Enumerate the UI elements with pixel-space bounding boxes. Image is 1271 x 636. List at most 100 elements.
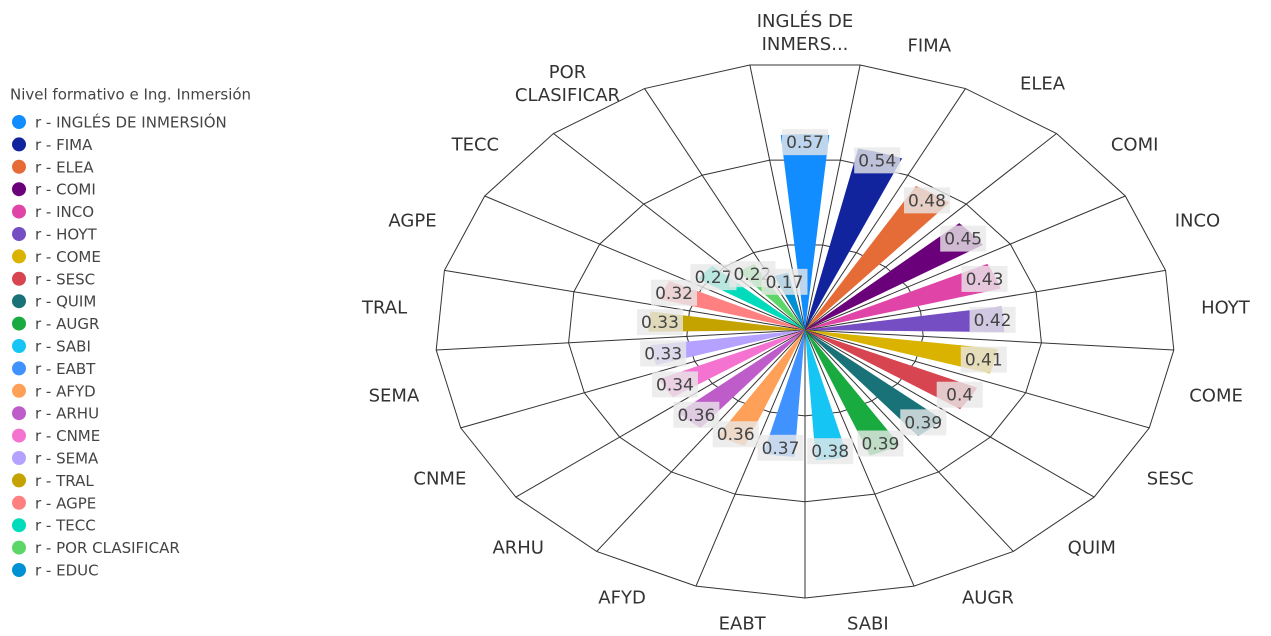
category-label: COMI <box>1110 134 1159 156</box>
legend-label: r - TRAL <box>35 472 94 490</box>
value-label: 0.37 <box>762 439 800 459</box>
legend-swatch <box>12 204 26 219</box>
bar <box>780 134 830 330</box>
bar <box>805 330 900 456</box>
grid-ring <box>436 65 1174 598</box>
legend-label: r - EABT <box>35 360 96 378</box>
spoke <box>436 330 805 350</box>
legend-label: r - AUGR <box>35 315 99 333</box>
value-label-bg <box>969 306 1016 333</box>
legend-label: r - EDUC <box>35 562 99 580</box>
value-label: 0.36 <box>677 406 715 426</box>
legend-label: r - POR CLASIFICAR <box>35 539 180 557</box>
legend-label: r - SABI <box>35 338 91 356</box>
value-label-bg <box>757 434 804 461</box>
value-label: 0.33 <box>641 313 679 333</box>
value-label: 0.4 <box>946 386 973 406</box>
value-label-bg <box>651 371 698 398</box>
legend-swatch <box>12 361 26 376</box>
legend-label: r - SESC <box>35 270 95 288</box>
bar <box>763 330 805 457</box>
legend-label: r - HOYT <box>35 226 98 244</box>
value-label-bg <box>782 129 828 156</box>
bar <box>805 263 1001 330</box>
value-label: 0.39 <box>862 435 900 455</box>
legend-label: r - AFYD <box>35 382 96 400</box>
legend-label: r - INCO <box>35 203 94 221</box>
bar <box>805 306 1005 333</box>
spoke <box>485 196 805 330</box>
spoke <box>805 330 1149 428</box>
value-label-bg <box>640 340 687 367</box>
bar <box>649 330 805 366</box>
legend-swatch <box>12 339 26 353</box>
value-label: 0.45 <box>944 230 982 250</box>
spoke <box>805 270 1166 330</box>
value-label: 0.17 <box>766 273 804 293</box>
spoke <box>805 330 1094 497</box>
legend-swatch <box>12 115 26 129</box>
spoke <box>805 330 1174 350</box>
legend-label: r - ELEA <box>35 158 94 176</box>
value-label: 0.42 <box>974 311 1012 331</box>
legend-swatch <box>12 383 26 398</box>
value-label-bg <box>636 309 683 336</box>
legend-title: Nivel formativo e Ing. Inmersión <box>10 86 251 104</box>
category-label: EABT <box>718 613 766 635</box>
value-label-bg <box>857 430 904 457</box>
category-label: CNME <box>413 468 467 490</box>
value-label: 0.39 <box>904 413 942 433</box>
category-label: TRAL <box>361 297 408 319</box>
legend-swatch <box>12 540 26 555</box>
legend-label: r - TECC <box>35 517 96 535</box>
legend-swatch <box>12 495 26 510</box>
spoke <box>805 330 1013 551</box>
legend-swatch <box>12 294 26 309</box>
legend-label: r - AGPE <box>35 494 96 512</box>
value-label-bg <box>936 381 983 408</box>
legend-swatch <box>12 182 26 197</box>
legend-swatch <box>12 563 26 577</box>
value-label: 0.33 <box>644 344 682 364</box>
bar <box>805 185 950 330</box>
value-label: 0.48 <box>908 191 946 211</box>
legend-swatch <box>12 316 26 331</box>
bar <box>805 330 998 374</box>
spoke <box>597 330 805 551</box>
category-label: AGPE <box>388 210 437 232</box>
value-label-bg <box>690 264 737 291</box>
value-label: 0.38 <box>811 442 849 462</box>
spoke <box>553 134 805 330</box>
legend-label: r - QUIM <box>35 293 96 311</box>
legend-swatch <box>12 159 26 174</box>
category-label: POR CLASIFICAR <box>514 62 621 107</box>
value-label: 0.57 <box>786 133 824 153</box>
legend-label: r - CNME <box>35 427 100 445</box>
legend-swatch <box>12 271 26 286</box>
legend-swatch <box>12 518 26 533</box>
legend-label: r - ARHU <box>35 405 99 423</box>
category-label: AUGR <box>961 587 1014 609</box>
value-label-bg <box>854 147 901 174</box>
value-label: 0.54 <box>858 151 896 171</box>
spoke <box>805 89 965 330</box>
category-label: ARHU <box>492 537 544 559</box>
category-label: COME <box>1189 385 1243 407</box>
category-label: FIMA <box>907 35 952 57</box>
value-label-bg <box>961 265 1008 292</box>
bar <box>805 223 984 330</box>
value-label-bg <box>761 268 808 295</box>
spoke <box>805 196 1125 330</box>
value-label-bg <box>673 401 720 428</box>
value-label-bg <box>903 187 950 214</box>
legend-swatch <box>12 473 26 488</box>
spoke <box>805 134 1057 330</box>
value-label-bg <box>900 409 947 436</box>
value-label-bg <box>712 421 759 448</box>
spoke <box>805 65 860 330</box>
category-label: SEMA <box>368 385 420 407</box>
value-label-bg <box>651 279 698 306</box>
value-label: 0.27 <box>695 268 733 288</box>
